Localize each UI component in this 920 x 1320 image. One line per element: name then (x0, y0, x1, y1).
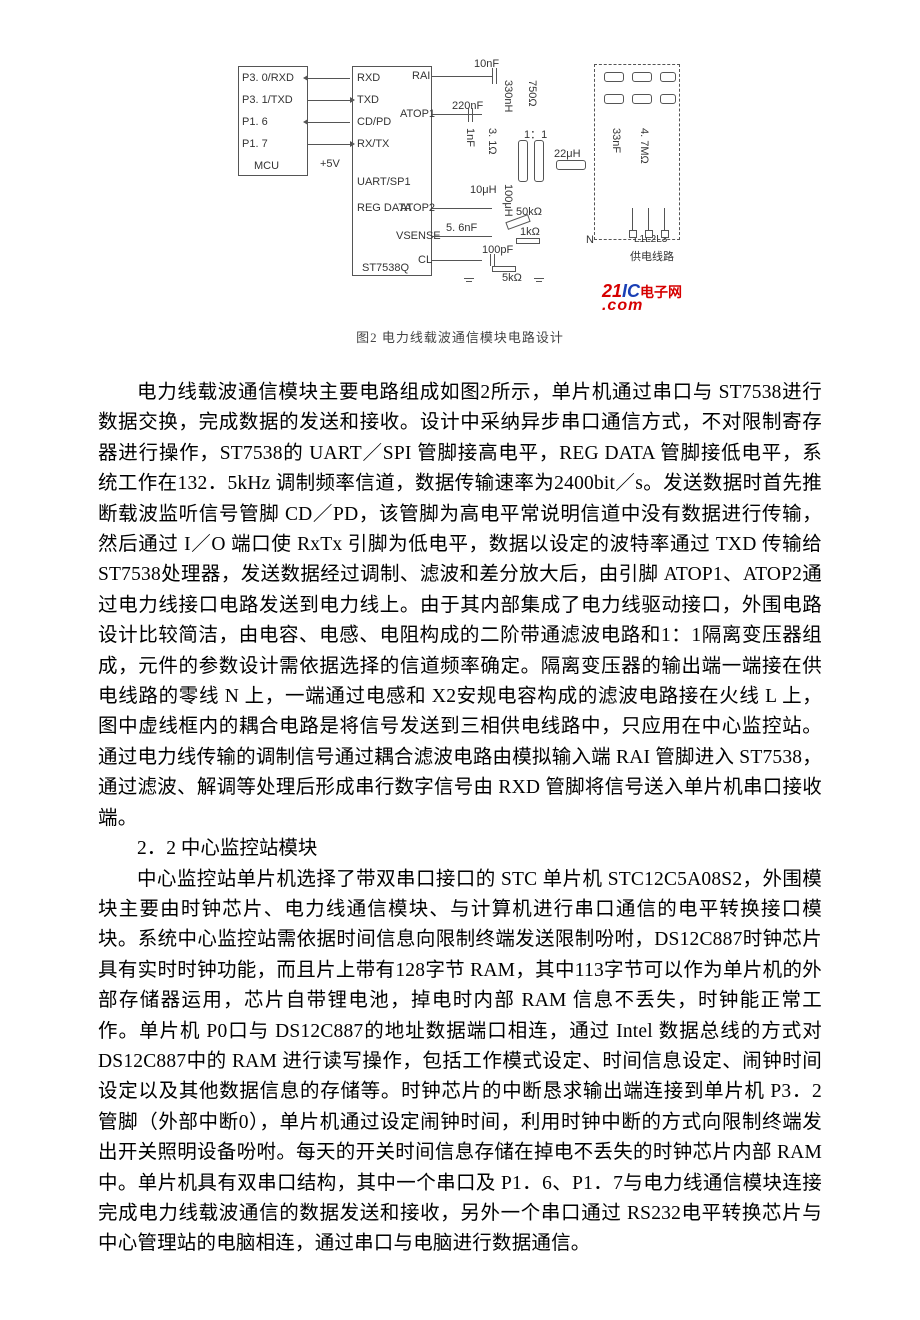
wire-vsense (432, 236, 492, 237)
section-heading-2-2: 2．2 中心监控站模块 (98, 834, 822, 864)
mcu-pin-txd: P3. 1/TXD (242, 94, 293, 106)
mcu-pin-rxd: P3. 0/RXD (242, 72, 294, 84)
gnd1a (464, 278, 474, 279)
comp-1nf: 1nF (464, 128, 476, 147)
comp-1k: 1kΩ (520, 226, 540, 238)
wire-txd (308, 100, 350, 101)
cap-100p-a (490, 254, 491, 266)
wire-atop1 (432, 114, 482, 115)
wire-atop2 (432, 208, 492, 209)
paragraph-1: 电力线载波通信模块主要电路组成如图2所示，单片机通过串口与 ST7538进行数据… (98, 378, 822, 834)
wire-cdpd (308, 122, 350, 123)
chip-pin-rxtx: RX/TX (357, 138, 389, 150)
mcu-5v: +5V (320, 158, 340, 170)
ind-ph1c (660, 72, 676, 82)
chip-pin-txd: TXD (357, 94, 379, 106)
ind-ph1b (632, 72, 652, 82)
cap-220-a (468, 108, 469, 122)
watermark-com: .com (602, 298, 682, 314)
comp-33nf: 33nF (610, 128, 622, 153)
comp-3-1: 3. 1Ω (486, 128, 498, 155)
chip-pin-uart: UART/SP1 (357, 176, 411, 188)
comp-4-7m: 4. 7MΩ (638, 128, 650, 164)
transformer-secondary (534, 140, 544, 182)
comp-5k: 5kΩ (502, 272, 522, 284)
figure-caption: 图2 电力线载波通信模块电路设计 (98, 327, 822, 346)
gnd2b (536, 281, 542, 282)
supply-lines-label: 供电线路 (630, 248, 674, 264)
paragraph-2: 中心监控站单片机选择了带双串口接口的 STC 单片机 STC12C5A08S2，… (98, 865, 822, 1260)
term-l1 (629, 230, 637, 238)
circuit-diagram: P3. 0/RXD P3. 1/TXD P1. 6 P1. 7 MCU +5V … (234, 58, 686, 318)
cap-10nf-a (492, 68, 493, 84)
comp-100uh: 100μH (502, 184, 514, 217)
comp-5-6nf: 5. 6nF (446, 222, 477, 234)
chip-pin-rxd: RXD (357, 72, 380, 84)
cap-220-b (472, 108, 473, 122)
term-l3 (661, 230, 669, 238)
wire-cl (432, 260, 482, 261)
chip-pin-atop2: ATOP2 (400, 202, 435, 214)
ind-ph2b (632, 94, 652, 104)
comp-330nh: 330nH (502, 80, 514, 112)
res-1k (516, 238, 540, 244)
comp-100pf: 100pF (482, 244, 513, 256)
gnd2a (534, 278, 544, 279)
term-l2 (645, 230, 653, 238)
gnd1b (466, 281, 472, 282)
neutral-n: N (586, 234, 594, 246)
comp-750: 750Ω (526, 80, 538, 107)
chip-pin-cdpd: CD/PD (357, 116, 391, 128)
wire-rxtx (308, 144, 350, 145)
chip-pin-rai: RAI (412, 70, 430, 82)
mcu-pin-p16: P1. 6 (242, 116, 268, 128)
transformer-primary (518, 140, 528, 182)
ind-ph2c (660, 94, 676, 104)
comp-22uh: 22μH (554, 148, 581, 160)
chip-label: ST7538Q (362, 262, 409, 274)
cap-10nf-b (496, 68, 497, 84)
ind-ph2a (604, 94, 624, 104)
ind-ph1a (604, 72, 624, 82)
ind-22uh (556, 160, 586, 170)
mcu-label: MCU (254, 160, 279, 172)
chip-pin-atop1: ATOP1 (400, 108, 435, 120)
mcu-pin-p17: P1. 7 (242, 138, 268, 150)
wire-rxd (308, 78, 350, 79)
res-5k (492, 266, 516, 272)
coupling-box (594, 64, 680, 240)
wire-rai (432, 76, 492, 77)
chip-pin-cl: CL (418, 254, 432, 266)
document-page: P3. 0/RXD P3. 1/TXD P1. 6 P1. 7 MCU +5V … (0, 0, 920, 1320)
watermark: 21IC电子网 .com (602, 282, 682, 314)
wm-cn: 电子网 (640, 284, 682, 300)
comp-10uh: 10μH (470, 184, 497, 196)
cap-100p-b (494, 254, 495, 266)
figure-container: P3. 0/RXD P3. 1/TXD P1. 6 P1. 7 MCU +5V … (98, 58, 822, 346)
